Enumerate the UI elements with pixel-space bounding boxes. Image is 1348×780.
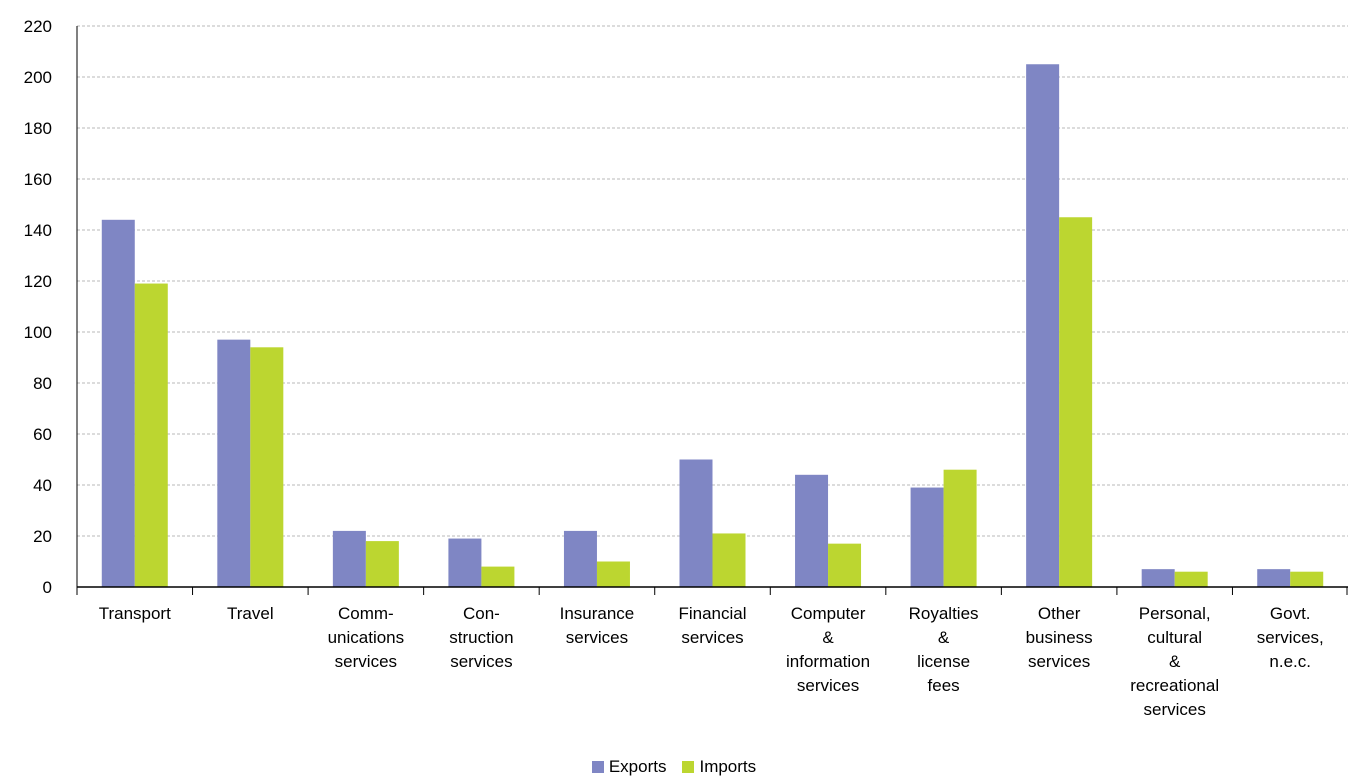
y-tick-label: 40 xyxy=(33,476,52,495)
x-category-label-line: Comm- xyxy=(338,604,394,623)
y-tick-label: 180 xyxy=(24,119,52,138)
x-category-label-line: services xyxy=(566,628,628,647)
y-tick-label: 60 xyxy=(33,425,52,444)
bars xyxy=(101,64,1324,588)
x-category-label-line: business xyxy=(1026,628,1093,647)
x-category-label-line: Royalties xyxy=(909,604,979,623)
legend-swatch-imports xyxy=(682,761,695,773)
x-category-label-line: Travel xyxy=(227,604,274,623)
y-tick-label: 0 xyxy=(43,578,52,597)
bar-imports xyxy=(596,561,630,587)
x-category-label-line: & xyxy=(1169,652,1181,671)
y-tick-label: 140 xyxy=(24,221,52,240)
x-category-label-line: Transport xyxy=(99,604,171,623)
legend-label-exports: Exports xyxy=(608,757,667,776)
y-tick-label: 160 xyxy=(24,170,52,189)
x-category-label-line: services xyxy=(1028,652,1090,671)
x-category-label-line: services xyxy=(450,652,512,671)
legend-swatch-exports xyxy=(591,761,604,773)
bar-exports xyxy=(332,530,366,587)
y-tick-label: 200 xyxy=(24,68,52,87)
y-tick-label: 120 xyxy=(24,272,52,291)
x-category-label-line: & xyxy=(822,628,834,647)
bar-exports xyxy=(563,530,597,587)
x-category-label-line: Personal, xyxy=(1139,604,1211,623)
x-category-label-line: Govt. xyxy=(1270,604,1311,623)
y-tick-label: 220 xyxy=(24,17,52,36)
x-category-label: Comm-unications services xyxy=(328,604,405,671)
x-category-label: Con-struction services xyxy=(449,604,513,671)
x-category-label-line: & xyxy=(938,628,950,647)
bar-imports xyxy=(250,347,284,587)
x-axis: Transport Travel Comm-unications servicesCo… xyxy=(76,586,1348,719)
x-category-label-line: Insurance xyxy=(560,604,635,623)
y-axis: 0 20 40 60 80 100 120 140 160 180 200 220 xyxy=(24,17,78,597)
x-category-label: Other business services xyxy=(1026,604,1093,671)
legend-item-imports: Imports xyxy=(682,757,756,777)
bar-imports xyxy=(943,469,977,587)
bar-exports xyxy=(910,487,944,587)
bar-imports xyxy=(828,543,862,587)
x-category-label-line: services xyxy=(681,628,743,647)
x-category-label-line: unications xyxy=(328,628,405,647)
bar-imports xyxy=(1174,571,1208,587)
bar-exports xyxy=(101,219,135,588)
x-category-label-line: services xyxy=(797,676,859,695)
x-category-label: Govt. services, n.e.c. xyxy=(1257,604,1324,671)
bar-imports xyxy=(481,566,515,587)
bar-imports xyxy=(1290,571,1324,587)
x-category-label: Travel xyxy=(227,604,274,623)
x-category-label: Royalties & license fees xyxy=(909,604,979,695)
legend-label-imports: Imports xyxy=(699,757,757,776)
bar-imports xyxy=(712,533,746,587)
x-category-label-line: recreational xyxy=(1130,676,1219,695)
bar-exports xyxy=(217,339,251,587)
x-category-label-line: cultural xyxy=(1147,628,1202,647)
x-category-label-line: fees xyxy=(928,676,960,695)
x-category-label: Insurance services xyxy=(560,604,635,647)
x-category-label-line: n.e.c. xyxy=(1269,652,1311,671)
bar-exports xyxy=(1257,569,1291,587)
bar-exports xyxy=(679,459,713,587)
x-category-label: Personal, cultural & recreational services xyxy=(1130,604,1219,719)
x-category-label-line: services, xyxy=(1257,628,1324,647)
x-category-label: Transport xyxy=(99,604,171,623)
x-category-label-line: information xyxy=(786,652,870,671)
x-category-label-line: Other xyxy=(1038,604,1081,623)
bar-imports xyxy=(365,541,399,587)
y-tick-label: 100 xyxy=(24,323,52,342)
legend: Exports Imports xyxy=(0,755,1348,779)
bar-exports xyxy=(1026,64,1060,587)
bar-exports xyxy=(448,538,482,587)
x-category-label-line: services xyxy=(1144,700,1206,719)
x-category-label-line: license xyxy=(917,652,970,671)
bar-exports xyxy=(795,474,829,587)
x-category-label-line: Con- xyxy=(463,604,500,623)
x-category-label-line: Financial xyxy=(678,604,746,623)
x-category-label: Computer & information services xyxy=(786,604,870,695)
y-tick-label: 20 xyxy=(33,527,52,546)
y-tick-label: 80 xyxy=(33,374,52,393)
x-category-label-line: Computer xyxy=(791,604,866,623)
bar-imports xyxy=(1059,217,1093,587)
x-category-label-line: services xyxy=(335,652,397,671)
legend-item-exports: Exports xyxy=(591,757,667,777)
bar-exports xyxy=(1141,569,1175,587)
x-category-label-line: struction xyxy=(449,628,513,647)
bar-imports xyxy=(134,283,168,587)
x-category-label: Financial services xyxy=(678,604,746,647)
